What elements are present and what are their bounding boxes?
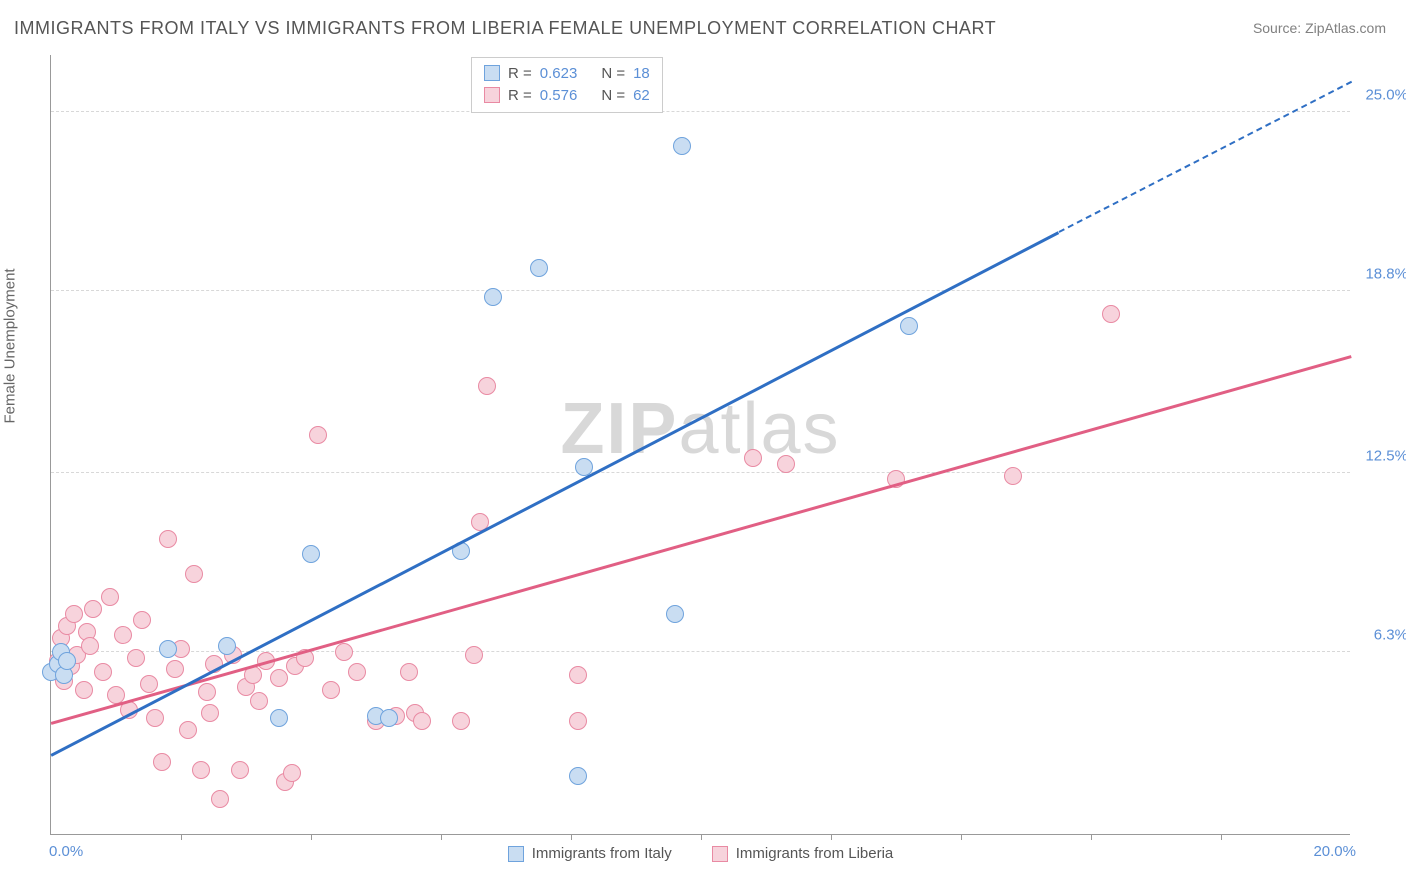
x-tick <box>701 834 702 840</box>
swatch-italy-icon <box>508 846 524 862</box>
data-point-liberia <box>569 666 587 684</box>
x-tick-max: 20.0% <box>1313 843 1356 860</box>
plot-area: ZIPatlas R = 0.623 N = 18 R = 0.576 N = … <box>50 55 1350 835</box>
data-point-liberia <box>1004 467 1022 485</box>
data-point-italy <box>530 259 548 277</box>
data-point-liberia <box>211 790 229 808</box>
data-point-italy <box>302 545 320 563</box>
data-point-liberia <box>185 565 203 583</box>
data-point-liberia <box>413 712 431 730</box>
series-legend: Immigrants from Italy Immigrants from Li… <box>51 845 1350 862</box>
swatch-liberia-icon <box>712 846 728 862</box>
data-point-liberia <box>94 663 112 681</box>
data-point-liberia <box>478 377 496 395</box>
y-tick-label: 25.0% <box>1358 86 1406 103</box>
data-point-italy <box>270 709 288 727</box>
source-attribution: Source: ZipAtlas.com <box>1253 20 1386 36</box>
data-point-liberia <box>250 692 268 710</box>
data-point-liberia <box>84 600 102 618</box>
data-point-liberia <box>75 681 93 699</box>
data-point-liberia <box>777 455 795 473</box>
x-tick <box>181 834 182 840</box>
gridline <box>51 111 1350 112</box>
data-point-liberia <box>400 663 418 681</box>
correlation-legend: R = 0.623 N = 18 R = 0.576 N = 62 <box>471 57 663 113</box>
legend-row-italy: R = 0.623 N = 18 <box>484 62 650 84</box>
data-point-liberia <box>322 681 340 699</box>
swatch-liberia <box>484 87 500 103</box>
x-tick <box>961 834 962 840</box>
data-point-liberia <box>335 643 353 661</box>
x-tick <box>441 834 442 840</box>
x-tick <box>1091 834 1092 840</box>
data-point-liberia <box>192 761 210 779</box>
chart-title: IMMIGRANTS FROM ITALY VS IMMIGRANTS FROM… <box>14 18 996 39</box>
data-point-italy <box>569 767 587 785</box>
data-point-liberia <box>348 663 366 681</box>
data-point-liberia <box>159 530 177 548</box>
y-tick-label: 6.3% <box>1358 627 1406 644</box>
data-point-italy <box>380 709 398 727</box>
data-point-italy <box>484 288 502 306</box>
gridline <box>51 472 1350 473</box>
swatch-italy <box>484 65 500 81</box>
data-point-liberia <box>140 675 158 693</box>
gridline <box>51 290 1350 291</box>
x-tick <box>571 834 572 840</box>
y-axis-label: Female Unemployment <box>2 268 19 423</box>
data-point-liberia <box>146 709 164 727</box>
data-point-liberia <box>198 683 216 701</box>
data-point-liberia <box>283 764 301 782</box>
data-point-liberia <box>114 626 132 644</box>
data-point-liberia <box>465 646 483 664</box>
data-point-liberia <box>309 426 327 444</box>
data-point-liberia <box>127 649 145 667</box>
data-point-italy <box>900 317 918 335</box>
data-point-liberia <box>270 669 288 687</box>
data-point-liberia <box>231 761 249 779</box>
data-point-italy <box>58 652 76 670</box>
data-point-liberia <box>452 712 470 730</box>
y-tick-label: 12.5% <box>1358 447 1406 464</box>
data-point-italy <box>218 637 236 655</box>
legend-item-italy: Immigrants from Italy <box>508 845 672 862</box>
y-tick-label: 18.8% <box>1358 265 1406 282</box>
data-point-liberia <box>133 611 151 629</box>
data-point-liberia <box>201 704 219 722</box>
data-point-liberia <box>1102 305 1120 323</box>
data-point-liberia <box>569 712 587 730</box>
x-tick <box>311 834 312 840</box>
trend-line-dashed-italy <box>1058 81 1351 233</box>
data-point-liberia <box>179 721 197 739</box>
data-point-liberia <box>101 588 119 606</box>
x-tick-min: 0.0% <box>49 843 83 860</box>
data-point-liberia <box>153 753 171 771</box>
x-tick <box>831 834 832 840</box>
data-point-liberia <box>166 660 184 678</box>
legend-row-liberia: R = 0.576 N = 62 <box>484 84 650 106</box>
trend-line-italy <box>50 231 1059 756</box>
data-point-liberia <box>65 605 83 623</box>
data-point-italy <box>666 605 684 623</box>
data-point-italy <box>159 640 177 658</box>
legend-item-liberia: Immigrants from Liberia <box>712 845 894 862</box>
x-tick <box>1221 834 1222 840</box>
watermark: ZIPatlas <box>560 388 840 470</box>
data-point-liberia <box>744 449 762 467</box>
data-point-liberia <box>81 637 99 655</box>
data-point-italy <box>673 137 691 155</box>
